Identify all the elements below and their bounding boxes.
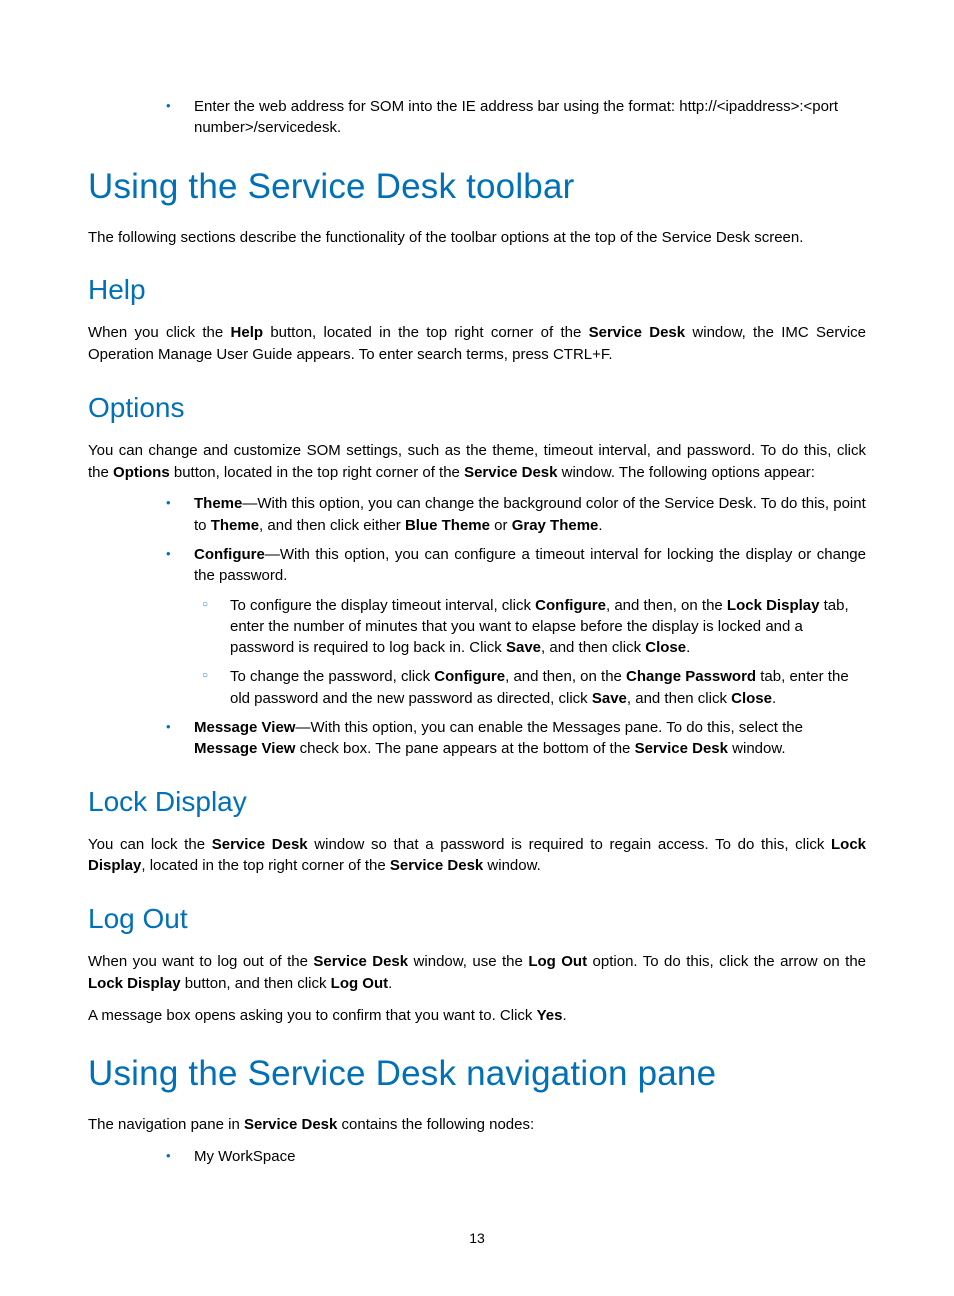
text-run: , and then click either [259, 517, 405, 534]
bold-text: Theme [211, 517, 259, 534]
text-run: —With this option, you can configure a t… [194, 546, 866, 584]
text-run: , and then click [541, 639, 645, 656]
options-list: Theme—With this option, you can change t… [158, 493, 866, 759]
text-run: button, located in the top right corner … [263, 324, 589, 341]
text-run: option. To do this, click the arrow on t… [587, 953, 866, 970]
paragraph-options-intro: You can change and customize SOM setting… [88, 440, 866, 484]
bold-text: Lock Display [88, 975, 181, 992]
text-run: A message box opens asking you to confir… [88, 1007, 537, 1024]
bold-text: Message View [194, 719, 295, 736]
text-run: . [388, 975, 392, 992]
text-run: You can lock the [88, 836, 212, 853]
configure-sublist: To configure the display timeout interva… [194, 595, 866, 709]
text-run: check box. The pane appears at the botto… [295, 740, 634, 757]
bold-text: Service Desk [244, 1116, 337, 1133]
list-item-message-view: Message View—With this option, you can e… [158, 717, 866, 760]
text-run: window. [728, 740, 786, 757]
list-item-configure: Configure—With this option, you can conf… [158, 544, 866, 709]
paragraph-lock-display: You can lock the Service Desk window so … [88, 834, 866, 878]
heading-options: Options [88, 392, 866, 424]
text-run: . [686, 639, 690, 656]
nav-nodes-list: My WorkSpace [158, 1146, 866, 1167]
text-run: When you want to log out of the [88, 953, 313, 970]
paragraph-nav-intro: The navigation pane in Service Desk cont… [88, 1114, 866, 1136]
bold-text: Save [506, 639, 541, 656]
bold-text: Configure [535, 597, 606, 614]
bold-text: Theme [194, 495, 242, 512]
bold-text: Service Desk [390, 857, 483, 874]
text-run: window, use the [408, 953, 528, 970]
list-item: Enter the web address for SOM into the I… [158, 96, 866, 139]
bold-text: Log Out [331, 975, 388, 992]
page-number: 13 [0, 1230, 954, 1246]
page-content: Enter the web address for SOM into the I… [88, 96, 866, 1175]
paragraph-log-out-2: A message box opens asking you to confir… [88, 1005, 866, 1027]
text-run: . [562, 1007, 566, 1024]
bold-text: Log Out [528, 953, 587, 970]
text-run: , located in the top right corner of the [141, 857, 389, 874]
bold-text: Blue Theme [405, 517, 490, 534]
list-item: To configure the display timeout interva… [194, 595, 866, 659]
bold-text: Gray Theme [512, 517, 599, 534]
paragraph-toolbar-intro: The following sections describe the func… [88, 227, 866, 249]
text-run: The navigation pane in [88, 1116, 244, 1133]
heading-log-out: Log Out [88, 903, 866, 935]
bold-text: Service Desk [589, 324, 686, 341]
text-run: To configure the display timeout interva… [230, 597, 535, 614]
bold-text: Change Password [626, 668, 756, 685]
bold-text: Message View [194, 740, 295, 757]
list-item: To change the password, click Configure,… [194, 666, 866, 709]
text-run: window. The following options appear: [557, 464, 814, 481]
list-item-theme: Theme—With this option, you can change t… [158, 493, 866, 536]
text-run: To change the password, click [230, 668, 434, 685]
text-run: , and then, on the [505, 668, 626, 685]
bold-text: Service Desk [635, 740, 728, 757]
text-run: . [772, 690, 776, 707]
heading-help: Help [88, 274, 866, 306]
document-page: Enter the web address for SOM into the I… [0, 0, 954, 1296]
bold-text: Save [592, 690, 627, 707]
bold-text: Lock Display [727, 597, 820, 614]
bold-text: Close [731, 690, 772, 707]
text-run: —With this option, you can enable the Me… [295, 719, 803, 736]
text-run: window so that a password is required to… [308, 836, 831, 853]
list-item: My WorkSpace [158, 1146, 866, 1167]
bold-text: Yes [537, 1007, 563, 1024]
text-run: contains the following nodes: [337, 1116, 534, 1133]
paragraph-log-out-1: When you want to log out of the Service … [88, 951, 866, 995]
text-run: . [598, 517, 602, 534]
heading-lock-display: Lock Display [88, 786, 866, 818]
heading-using-nav-pane: Using the Service Desk navigation pane [88, 1054, 866, 1094]
text-run: or [490, 517, 512, 534]
text-run: window. [483, 857, 541, 874]
bold-text: Service Desk [313, 953, 408, 970]
text-run: , and then, on the [606, 597, 727, 614]
paragraph-help: When you click the Help button, located … [88, 322, 866, 366]
bold-text: Options [113, 464, 170, 481]
bold-text: Help [231, 324, 264, 341]
bold-text: Service Desk [464, 464, 557, 481]
bold-text: Configure [434, 668, 505, 685]
text-run: button, and then click [181, 975, 331, 992]
text-run: button, located in the top right corner … [170, 464, 464, 481]
intro-bullet-list: Enter the web address for SOM into the I… [158, 96, 866, 139]
text-run: , and then click [627, 690, 731, 707]
text-run: When you click the [88, 324, 231, 341]
bold-text: Close [645, 639, 686, 656]
heading-using-toolbar: Using the Service Desk toolbar [88, 167, 866, 207]
bold-text: Service Desk [212, 836, 308, 853]
bold-text: Configure [194, 546, 265, 563]
